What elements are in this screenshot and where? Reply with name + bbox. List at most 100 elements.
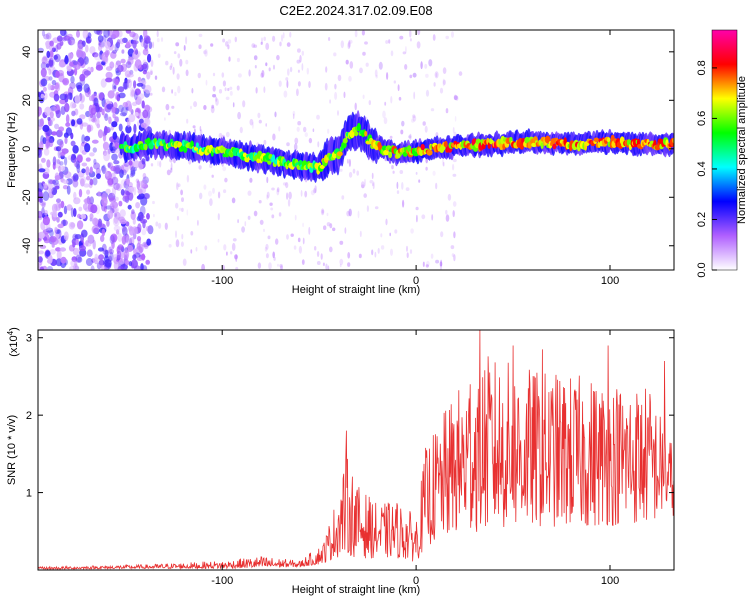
spectrogram-speckle [168, 244, 172, 248]
spectrogram-speckle [285, 182, 289, 189]
spectrogram-speckle [255, 87, 258, 94]
spectrogram-speckle [369, 180, 374, 184]
spectrogram-noise-blob [111, 240, 115, 250]
spectrogram-speckle [424, 63, 428, 69]
spectrogram-noise-blob [39, 197, 44, 203]
spectrogram-speckle [348, 75, 352, 82]
spectrogram-noise-blob [46, 141, 51, 149]
spectrogram-noise-blob [121, 235, 127, 245]
spectrogram-speckle [260, 41, 263, 46]
spectrogram-noise-blob [59, 93, 67, 101]
spectrogram-noise-blob [52, 179, 59, 186]
snr-panel: -100 0 100 1 2 3 Height of straight line (km)… [6, 327, 675, 596]
spectrogram-noise-blob [124, 77, 128, 84]
spectrogram-noise-blob [76, 154, 83, 163]
spectrogram-noise-blob [124, 70, 131, 78]
spectrogram-noise-blob [51, 79, 57, 86]
spectrogram-speckle [339, 263, 342, 268]
spectrogram-speckle [269, 202, 273, 206]
spectrogram-noise-blob [55, 146, 62, 152]
spectrogram-ridge-cell [540, 142, 544, 149]
spectrogram-speckle [339, 258, 344, 265]
spectrogram-speckle [221, 72, 225, 78]
spectrogram-speckle [384, 101, 387, 106]
spectrogram-speckle [386, 72, 389, 80]
spectrogram-speckle [364, 41, 368, 45]
spectrogram-noise-blob [131, 209, 135, 215]
spectrogram-speckle [257, 112, 261, 119]
spectrogram-noise-blob [48, 187, 52, 198]
spectrogram-noise-blob [130, 87, 136, 95]
spectrogram-speckle [399, 35, 404, 40]
spectrogram-noise-blob [81, 40, 86, 47]
spectrogram-speckle [440, 259, 442, 267]
spectrogram-speckle [190, 105, 192, 110]
spectrogram-noise-blob [86, 249, 93, 257]
spectrogram-noise-blob [137, 76, 142, 83]
spectrogram-speckle [359, 67, 363, 74]
spectrogram-speckle [273, 64, 275, 70]
spectrogram-noise-blob [54, 123, 60, 130]
spectrogram-speckle [175, 42, 180, 47]
spectrogram-speckle [452, 201, 457, 207]
spectrogram-speckle [410, 228, 414, 234]
spectrogram-ridge-cell [356, 122, 361, 132]
spectrogram-noise-blob [104, 102, 108, 112]
colorbar-tick-label: 0.0 [696, 262, 708, 277]
spectrogram-speckle [158, 222, 162, 229]
spectrogram-speckle [215, 98, 219, 106]
spectrogram-speckle [205, 79, 208, 86]
spectrogram-speckle [362, 94, 365, 100]
spectrogram-noise-blob [83, 203, 88, 211]
spectrogram-speckle [149, 69, 153, 75]
spectrogram-speckle [361, 184, 365, 189]
spectrogram-speckle [452, 163, 455, 171]
spectrogram-speckle [203, 50, 207, 55]
spectrogram-noise-blob [147, 225, 154, 235]
spectrogram-noise-blob [85, 36, 92, 44]
spectrogram-noise-blob [68, 53, 74, 60]
snr-xtick-label: 100 [601, 575, 619, 587]
spectrogram-speckle [366, 205, 369, 213]
spectrogram-speckle [406, 245, 408, 252]
spectrogram-noise-blob [56, 198, 61, 203]
spectrogram-noise-blob [137, 188, 143, 195]
spectrogram-speckle [314, 185, 317, 194]
spectrogram-noise-blob [64, 156, 68, 166]
spectrogram-ridge-cell [195, 142, 199, 148]
spectrogram-noise-blob [132, 40, 137, 49]
spectrogram-noise-blob [45, 227, 54, 233]
spectrogram-speckle [316, 114, 320, 120]
spectrogram-speckle [287, 68, 290, 76]
spectrogram-speckle [389, 135, 393, 139]
spectrogram-speckle [296, 59, 301, 64]
spectrogram-speckle [340, 40, 344, 49]
spectrogram-noise-blob [90, 107, 97, 115]
spectrogram-speckle [392, 170, 395, 174]
spectrogram-noise-blob [141, 228, 147, 236]
spectrogram-speckle [286, 42, 291, 47]
spectrogram-noise-blob [82, 30, 89, 39]
spectrogram-noise-blob [136, 236, 142, 242]
spectrogram-speckle [346, 210, 351, 217]
spectrogram-noise-blob [38, 256, 43, 263]
spectrogram-noise-blob [55, 44, 59, 53]
spectrogram-speckle [288, 191, 292, 200]
spectrogram-noise-blob [136, 242, 141, 250]
spectrogram-noise-blob [113, 85, 117, 90]
spectrogram-noise-blob [100, 235, 105, 242]
spectrogram-noise-blob [134, 91, 138, 101]
spectrogram-speckle [405, 46, 407, 54]
spectrogram-speckle [232, 238, 237, 242]
spectrogram-speckle [401, 120, 405, 127]
spectrogram-noise-blob [43, 33, 50, 40]
spectrogram-speckle [265, 42, 270, 51]
spectrogram-speckle [177, 183, 181, 187]
spectrogram-speckle [362, 51, 366, 56]
spectrogram-noise-blob [113, 182, 120, 191]
spectrogram-speckle [420, 61, 423, 70]
spectrogram-speckle [177, 85, 181, 94]
spectrogram-speckle [348, 208, 352, 217]
spectrogram-noise-blob [40, 265, 44, 270]
spectrogram-noise-blob [55, 247, 61, 252]
